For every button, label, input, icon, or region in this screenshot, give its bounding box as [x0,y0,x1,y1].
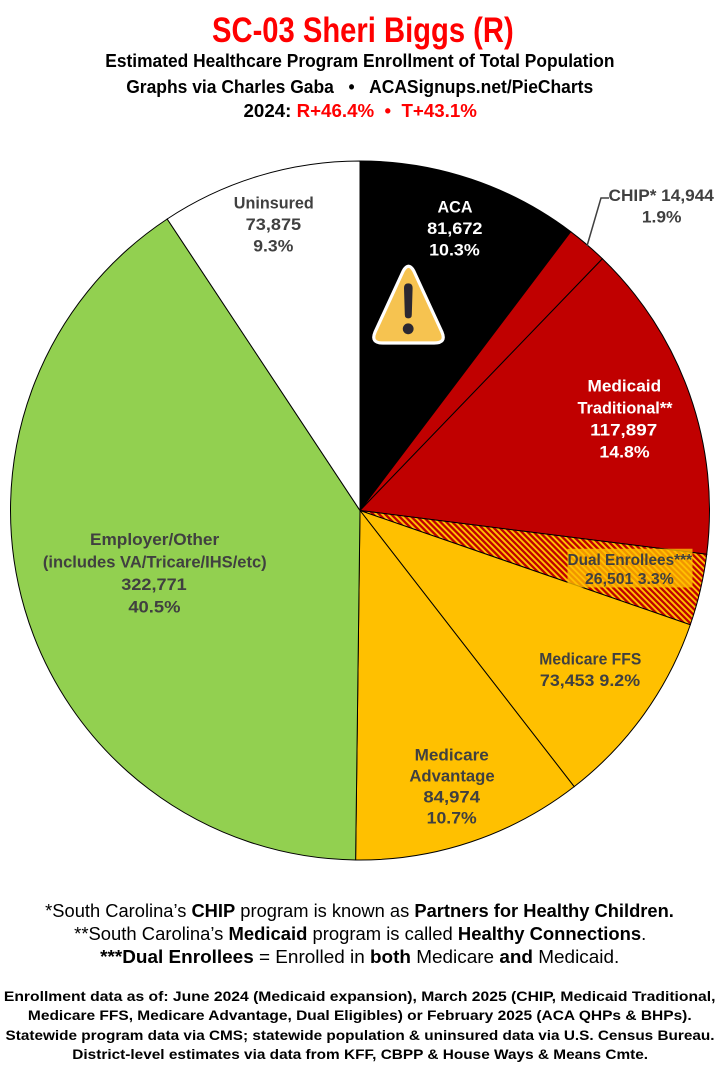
svg-text:14.8%: 14.8% [599,443,649,462]
svg-text:ACA: ACA [438,198,473,217]
svg-text:Employer/Other: Employer/Other [90,530,220,549]
svg-text:10.7%: 10.7% [427,809,477,828]
svg-text:(includes VA/Tricare/IHS/etc): (includes VA/Tricare/IHS/etc) [43,553,267,572]
svg-text:117,897: 117,897 [590,421,657,440]
svg-text:26,501 3.3%: 26,501 3.3% [585,571,674,588]
svg-text:1.9%: 1.9% [642,208,682,227]
svg-text:Medicare FFS: Medicare FFS [539,650,641,669]
svg-text:84,974: 84,974 [423,788,480,807]
svg-text:10.3%: 10.3% [429,241,480,260]
svg-text:73,875: 73,875 [246,215,302,234]
svg-text:322,771: 322,771 [121,575,186,594]
svg-text:Medicare: Medicare [415,746,489,765]
svg-text:CHIP* 14,944: CHIP* 14,944 [609,186,715,205]
svg-text:Uninsured: Uninsured [234,193,314,212]
svg-text:81,672: 81,672 [427,219,482,238]
svg-text:9.3%: 9.3% [253,237,293,256]
svg-text:Advantage: Advantage [409,767,494,786]
svg-text:Traditional**: Traditional** [578,399,673,418]
svg-text:Medicaid: Medicaid [588,377,662,396]
svg-text:73,453 9.2%: 73,453 9.2% [540,671,640,690]
svg-text:Dual Enrollees***: Dual Enrollees*** [568,552,693,569]
svg-text:40.5%: 40.5% [128,598,180,617]
